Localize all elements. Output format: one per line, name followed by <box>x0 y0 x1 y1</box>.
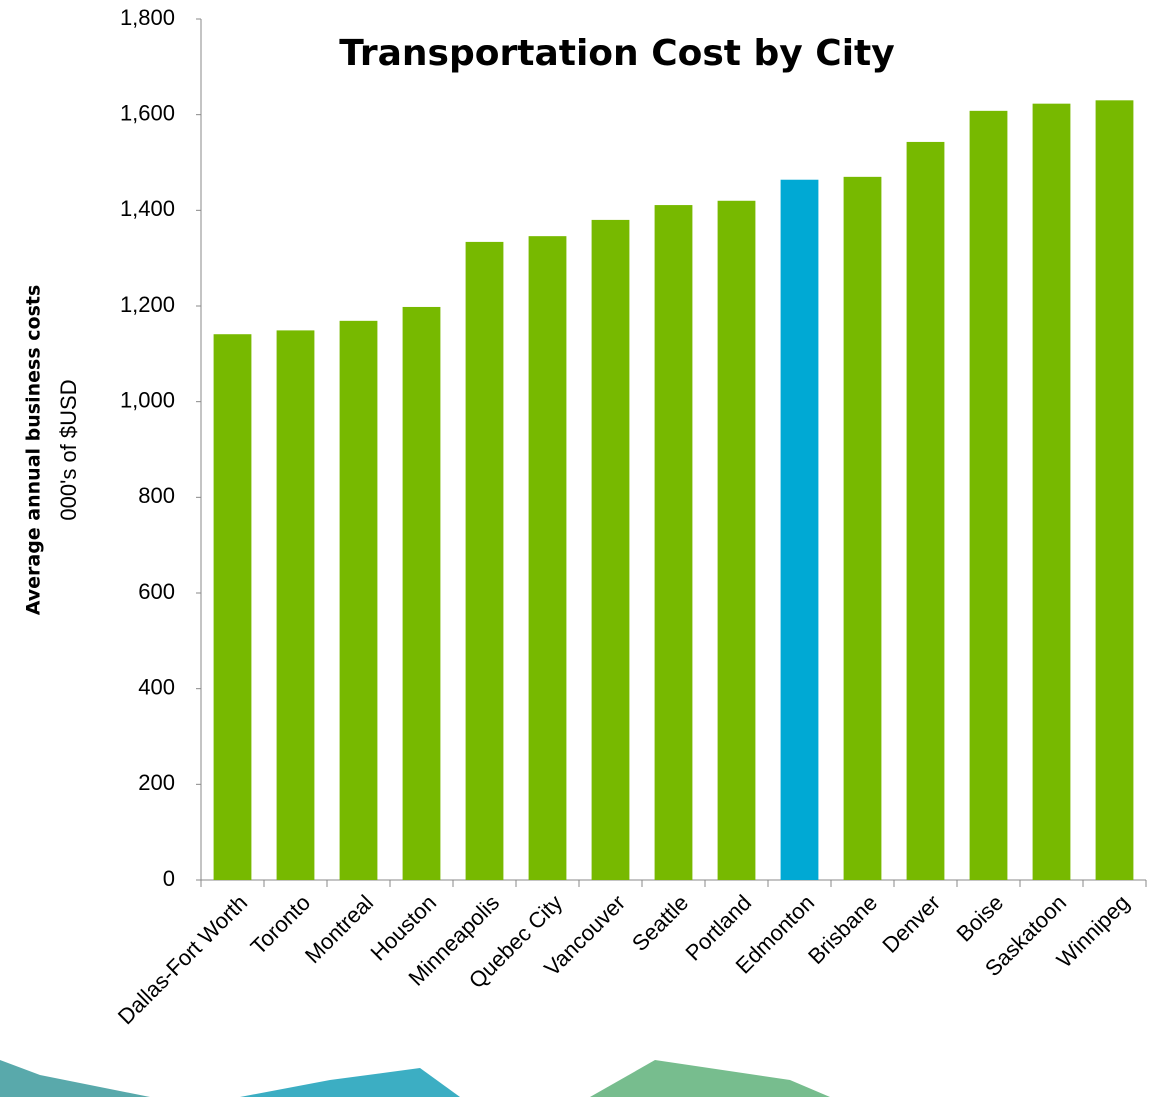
bar <box>906 141 945 881</box>
x-tick-label: Denver <box>877 890 945 958</box>
bar <box>1095 100 1134 881</box>
bar <box>528 236 567 880</box>
bar <box>654 205 693 881</box>
bar <box>591 219 630 880</box>
y-tick-label: 1,600 <box>120 100 175 125</box>
x-tick-label: Montreal <box>300 890 378 968</box>
bar <box>402 306 441 880</box>
y-axis-title: Average annual business costs <box>23 285 45 616</box>
y-tick-label: 1,000 <box>120 387 175 412</box>
y-tick-label: 1,200 <box>120 292 175 317</box>
y-tick-label: 200 <box>138 770 175 795</box>
bar <box>276 330 315 880</box>
chart-title: Transportation Cost by City <box>339 33 894 74</box>
x-tick-label: Brisbane <box>803 890 882 969</box>
bar <box>843 176 882 881</box>
x-tick-label: Boise <box>952 890 1009 947</box>
bar <box>339 320 378 880</box>
bar <box>969 110 1008 881</box>
y-tick-label: 400 <box>138 674 175 699</box>
y-tick-label: 1,800 <box>120 5 175 30</box>
x-tick-label: Dallas-Fort Worth <box>113 890 252 1029</box>
y-tick-label: 1,400 <box>120 196 175 221</box>
bar <box>213 334 252 880</box>
bar <box>465 241 504 881</box>
bar <box>717 200 756 880</box>
y-tick-label: 0 <box>163 866 175 891</box>
y-tick-label: 600 <box>138 579 175 604</box>
bar <box>780 179 819 881</box>
bar <box>1032 103 1071 881</box>
y-tick-label: 800 <box>138 483 175 508</box>
decoration <box>0 1060 830 1097</box>
y-axis-subtitle: 000's of $USD <box>56 379 81 520</box>
